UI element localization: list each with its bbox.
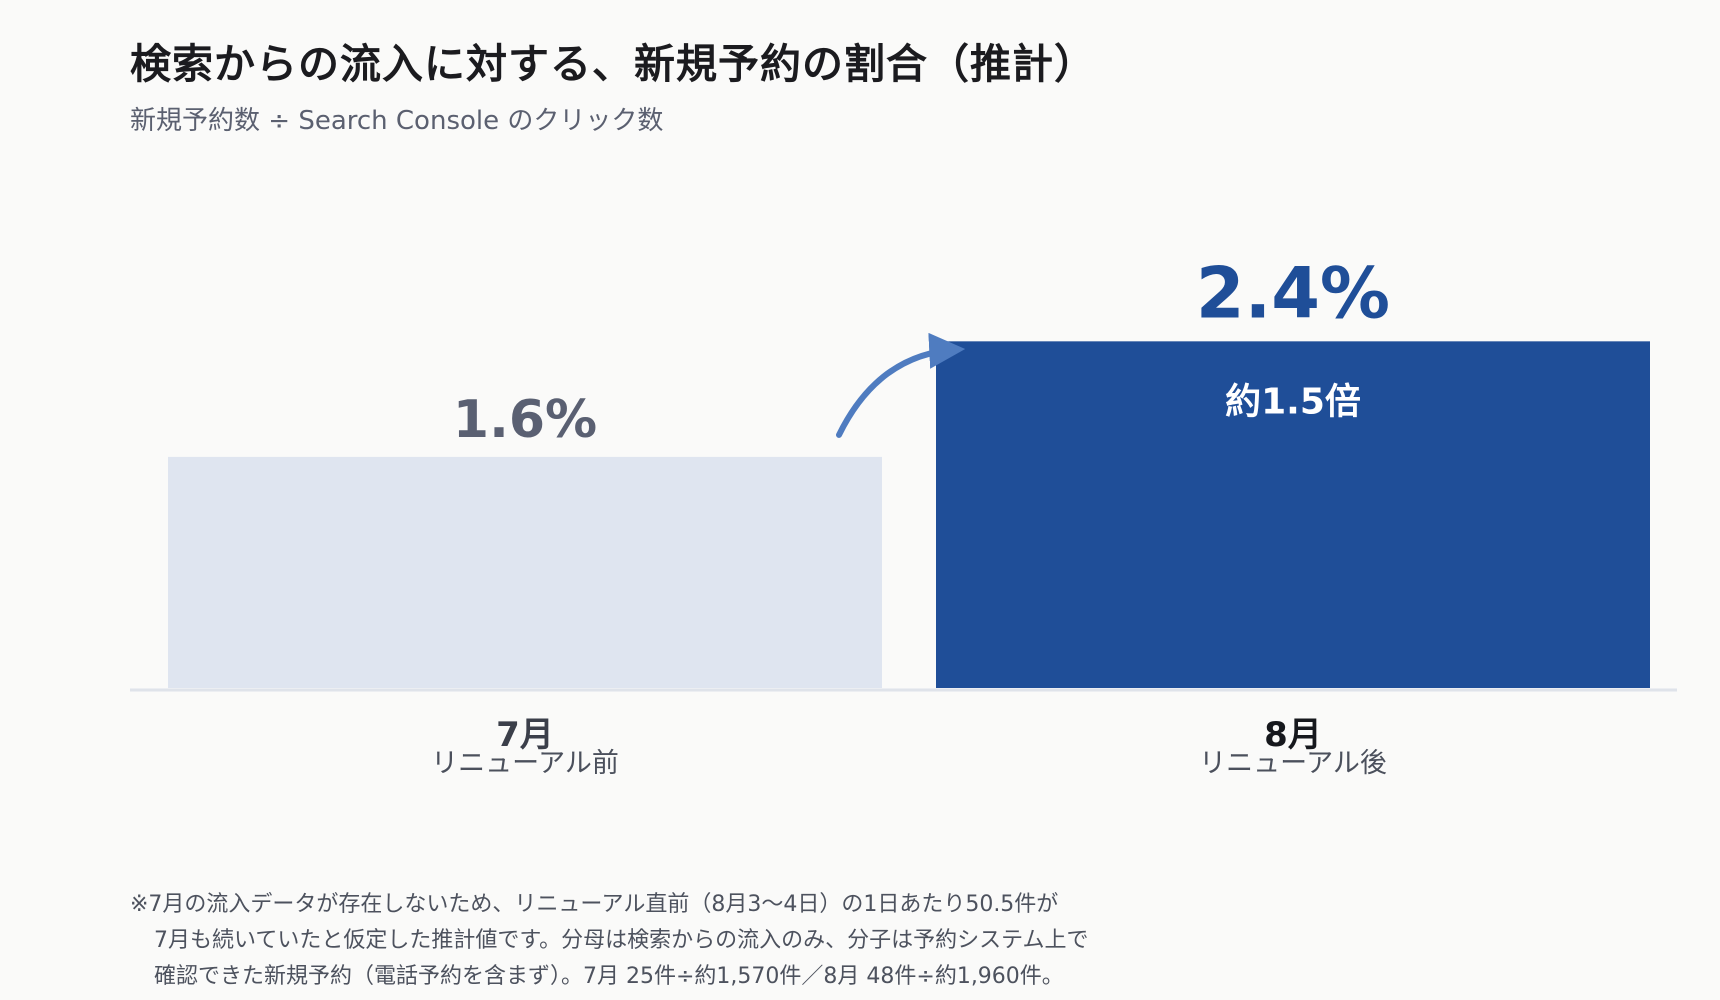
bar-value-label-1: 1.6% [453,390,597,450]
bar-2 [936,341,1650,688]
category-label-1: 7月 [496,715,554,755]
growth-arrow-icon [836,332,966,438]
category-sublabel-2: リニューアル後 [1199,748,1387,779]
footnote-line-3: 確認できた新規予約（電話予約を含まず）。7月 25件÷約1,570件／8月 48… [154,964,1064,989]
growth-annotation: 約1.5倍 [1225,381,1361,422]
category-label-2: 8月 [1264,715,1322,755]
chart-subtitle: 新規予約数 ÷ Search Console のクリック数 [130,106,664,136]
category-sublabel-1: リニューアル前 [431,748,619,779]
bar-1 [168,456,882,688]
footnote-line-1: ※7月の流入データが存在しないため、リニューアル直前（8月3〜4日）の1日あたり… [130,892,1059,917]
chart-title: 検索からの流入に対する、新規予約の割合（推計） [130,40,1096,88]
footnote: ※7月の流入データが存在しないため、リニューアル直前（8月3〜4日）の1日あたり… [130,887,1088,995]
footnote-line-2: 7月も続いていたと仮定した推計値です。分母は検索からの流入のみ、分子は予約システ… [154,928,1089,953]
bar-value-label-2: 2.4% [1196,252,1390,334]
